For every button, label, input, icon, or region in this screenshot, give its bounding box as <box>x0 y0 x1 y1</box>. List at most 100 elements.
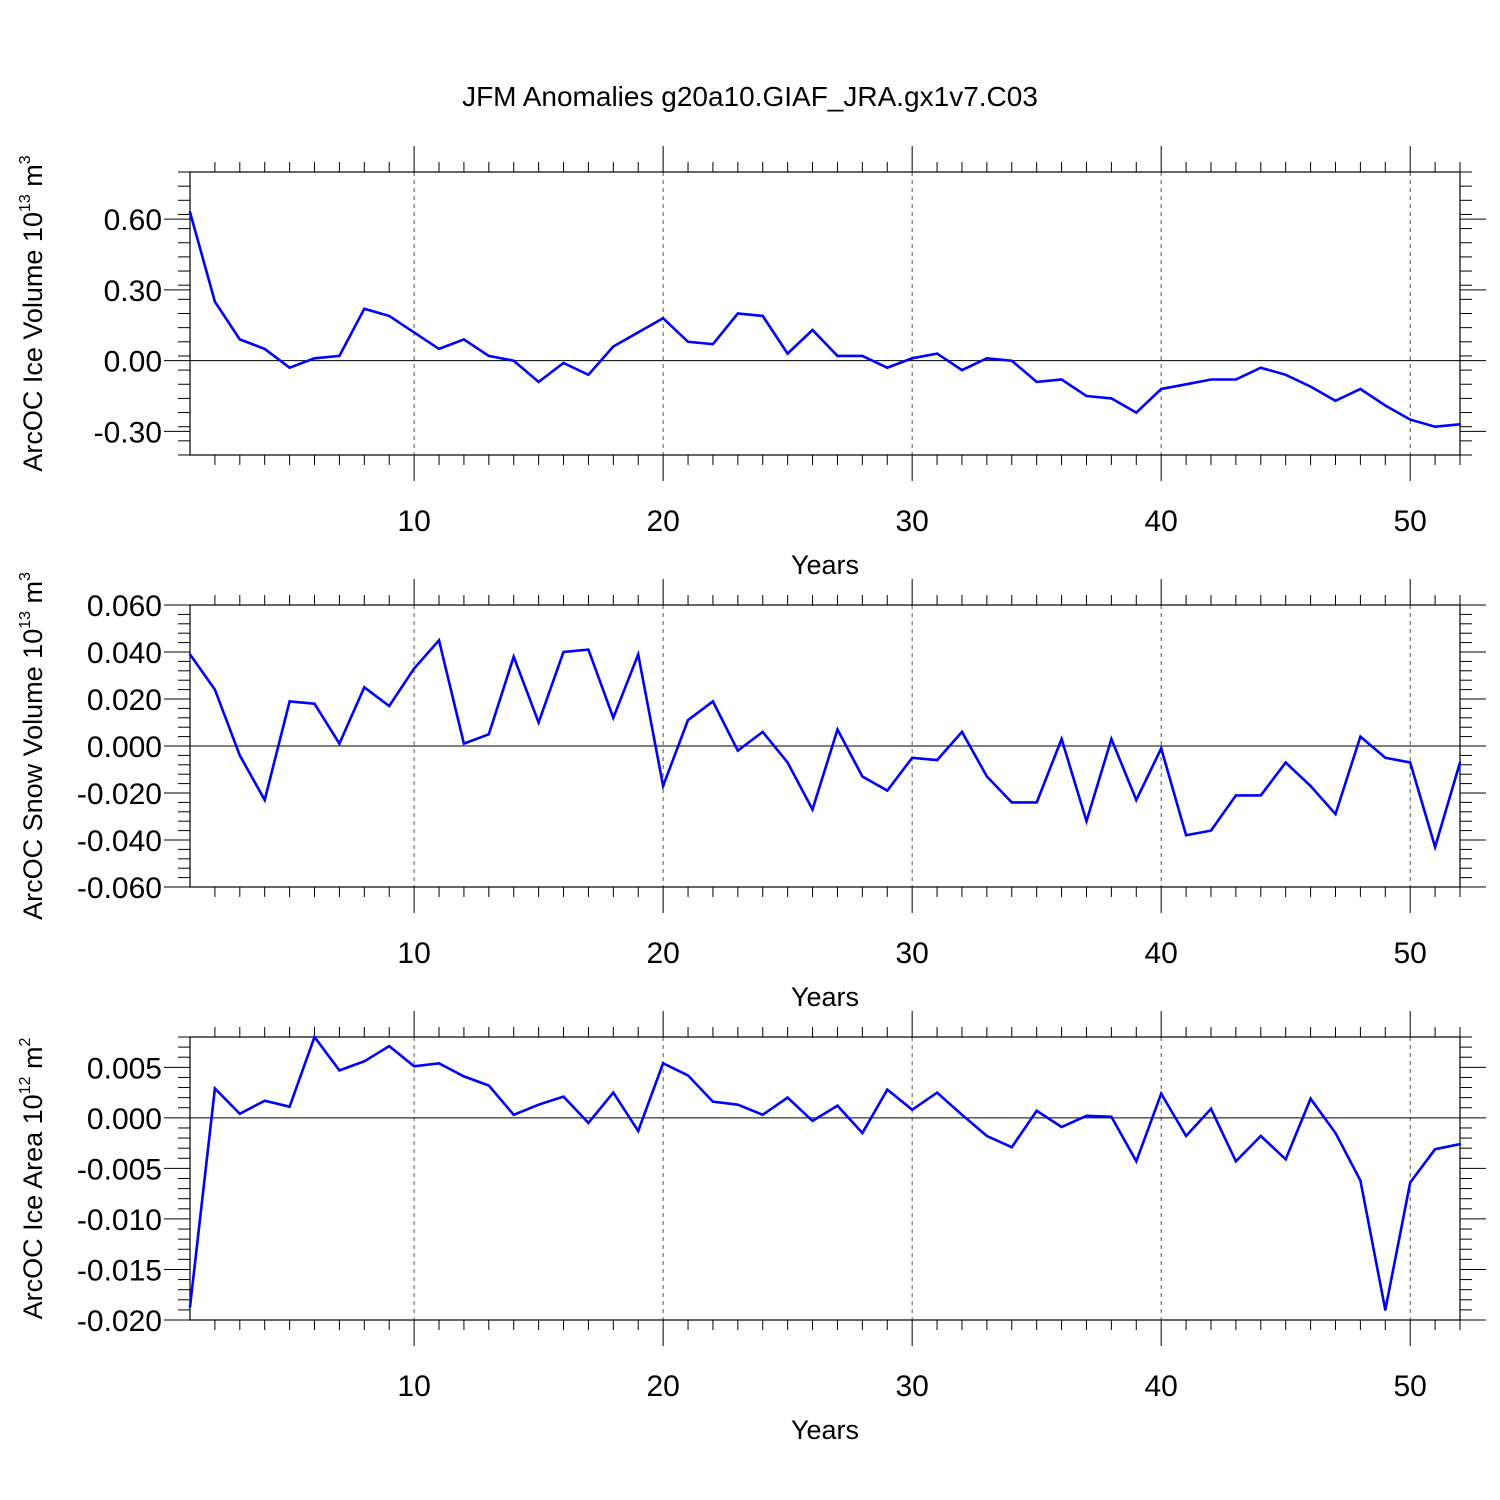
data-point <box>1458 1142 1462 1146</box>
x-tick-label: 10 <box>397 1370 430 1403</box>
data-point <box>960 730 964 734</box>
data-point <box>1184 1134 1188 1138</box>
data-point <box>288 700 291 703</box>
y-axis-label-main: ArcOC Ice Volume 10 <box>18 212 48 472</box>
data-point <box>1135 798 1138 802</box>
data-point <box>686 1074 690 1077</box>
x-axis-label: Years <box>791 1415 859 1445</box>
x-tick-label: 30 <box>895 505 928 538</box>
data-point <box>985 775 989 778</box>
data-point <box>213 300 217 303</box>
data-point <box>711 700 715 703</box>
data-point <box>836 728 839 731</box>
data-point <box>313 357 316 360</box>
data-point <box>1135 1160 1138 1163</box>
data-point <box>1408 418 1412 421</box>
data-point <box>1458 423 1462 426</box>
data-point <box>985 357 989 360</box>
data-point <box>861 1131 864 1135</box>
data-point <box>761 314 764 318</box>
x-tick-label: 40 <box>1144 937 1177 970</box>
data-point <box>836 354 839 358</box>
data-point <box>711 1100 715 1103</box>
data-point <box>612 345 615 348</box>
x-tick-label: 10 <box>397 937 430 970</box>
data-point <box>811 1119 814 1123</box>
data-point <box>487 354 491 358</box>
y-tick-label: 0.005 <box>87 1052 162 1085</box>
data-point <box>1433 845 1437 849</box>
panel-3: 10 20 30 40 50 -0.020 -0.015 -0.010 -0.005 0.000 0… <box>17 1011 1486 1445</box>
data-point <box>313 702 316 705</box>
data-point <box>238 1112 242 1116</box>
y-tick-label: 0.30 <box>104 275 162 308</box>
panel-2: 10 20 30 40 50 -0.060 -0.040 -0.020 0.000 0.020 0.… <box>17 572 1486 1012</box>
data-point <box>1110 1115 1113 1119</box>
y-tick-label: 0.040 <box>87 637 162 670</box>
data-point <box>537 380 540 384</box>
data-point <box>188 653 192 656</box>
y-axis-label-exp: 12 <box>17 1076 34 1094</box>
data-point <box>188 1305 192 1309</box>
x-tick-label: 30 <box>895 1370 928 1403</box>
data-point <box>935 352 939 355</box>
data-point <box>761 730 764 734</box>
panels: 10 20 30 40 50 -0.30 0.00 0.30 0.60 Years ArcOC Ic… <box>17 146 1486 1445</box>
data-point <box>886 789 889 792</box>
data-point <box>587 1121 590 1125</box>
x-tick-label: 50 <box>1394 1370 1427 1403</box>
data-point <box>736 749 740 752</box>
data-point <box>1284 761 1287 764</box>
data-point <box>910 357 914 360</box>
data-point <box>1408 761 1412 764</box>
data-point <box>1384 1308 1387 1312</box>
y-tick-label: -0.020 <box>77 1305 162 1338</box>
x-tick-label: 10 <box>397 505 430 538</box>
data-point <box>1408 1181 1412 1184</box>
data-point <box>637 1129 640 1133</box>
data-point <box>462 1075 466 1078</box>
data-point <box>1234 794 1238 797</box>
data-point <box>1184 834 1188 837</box>
data-point <box>487 733 491 736</box>
data-point <box>861 354 864 358</box>
y-axis-label: ArcOC Ice Area 1012 m2 <box>17 1038 48 1320</box>
data-point <box>960 368 964 372</box>
y-tick-label: 0.000 <box>87 1103 162 1136</box>
data-point <box>1110 397 1113 400</box>
data-point <box>910 1108 914 1111</box>
data-point <box>836 1104 839 1107</box>
x-tick-label: 50 <box>1394 505 1427 538</box>
data-point <box>537 721 540 724</box>
data-point <box>1334 399 1337 402</box>
data-point <box>537 1103 540 1106</box>
data-point <box>1359 1179 1362 1182</box>
data-point <box>213 1087 217 1090</box>
data-point <box>1035 1109 1038 1112</box>
data-point <box>562 361 565 365</box>
series-line <box>188 211 1461 429</box>
data-point <box>1359 387 1362 391</box>
data-point <box>1010 801 1013 804</box>
data-point <box>238 338 242 341</box>
data-point <box>388 704 391 708</box>
data-point <box>388 1044 391 1048</box>
data-point <box>1085 1114 1088 1118</box>
data-point <box>263 347 266 351</box>
data-point <box>213 688 217 691</box>
data-point <box>1060 737 1063 741</box>
data-point <box>661 784 665 788</box>
data-point <box>562 1095 565 1098</box>
data-point <box>462 742 466 745</box>
data-point <box>1159 1092 1163 1095</box>
data-point <box>188 210 192 214</box>
y-axis-label-main: ArcOC Ice Area 10 <box>18 1094 48 1319</box>
y-axis-label-exp: 13 <box>17 611 34 629</box>
y-tick-label: 0.060 <box>87 590 162 623</box>
y-tick-label: -0.010 <box>77 1204 162 1237</box>
data-point <box>363 1060 366 1063</box>
data-point <box>1159 387 1163 391</box>
data-point <box>487 1084 491 1087</box>
y-tick-label: 0.000 <box>87 731 162 764</box>
data-point <box>363 686 366 689</box>
